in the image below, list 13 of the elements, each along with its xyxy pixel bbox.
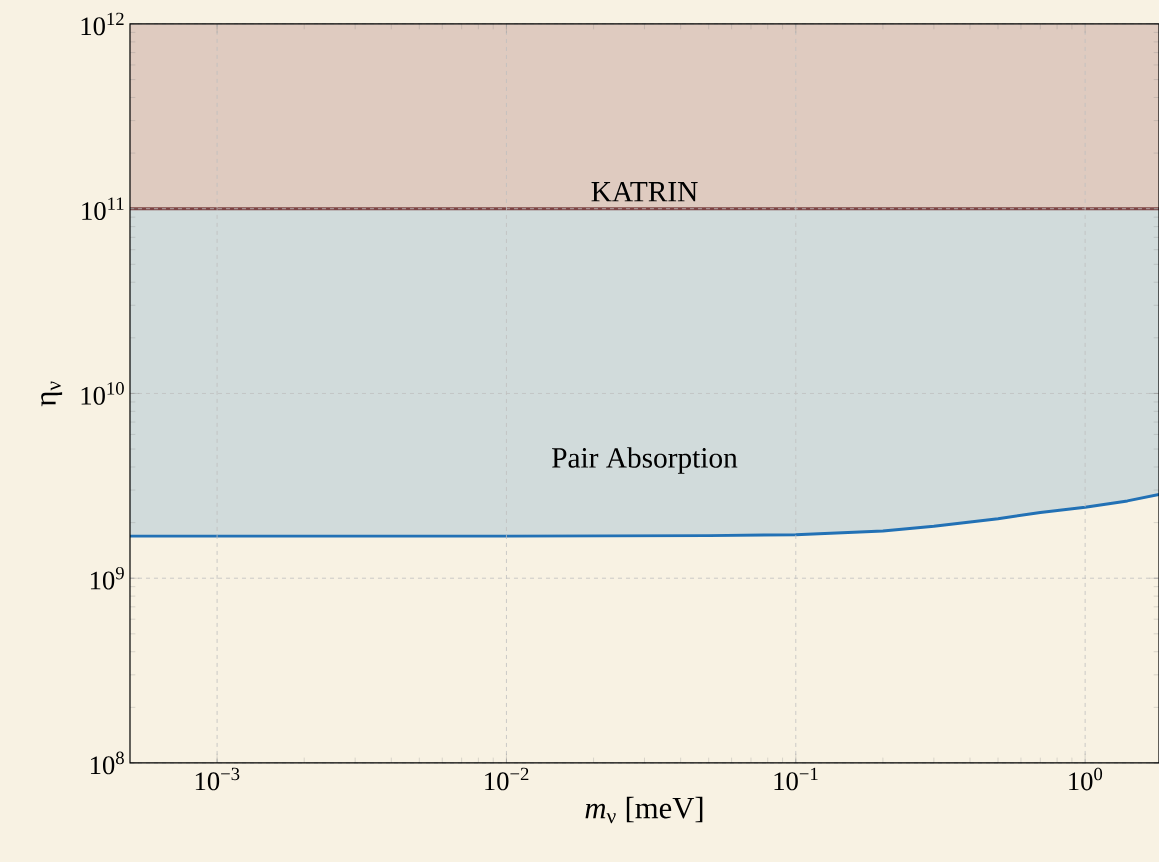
x-axis-title: m$_{ν}$ [meV] [585,796,703,824]
ref-line-label: KATRIN [591,181,698,202]
x-tick-label: 10$^{0}$ [1069,767,1103,791]
y-tick-label: 10$^{10}$ [81,382,124,405]
y-tick-label: 10$^{11}$ [82,197,124,220]
x-tick-label: 10$^{−1}$ [774,767,818,791]
y-tick-label: 10$^{12}$ [81,12,124,36]
y-tick-label: 10$^{9}$ [90,566,124,590]
x-tick-label: 10$^{−3}$ [195,767,240,791]
x-tick-label: 10$^{−2}$ [485,767,529,791]
y-axis-title: η$_{ν}$ [41,381,63,407]
text: Pair Absorption [552,447,738,474]
y-tick-label: 10$^{8}$ [90,751,124,775]
